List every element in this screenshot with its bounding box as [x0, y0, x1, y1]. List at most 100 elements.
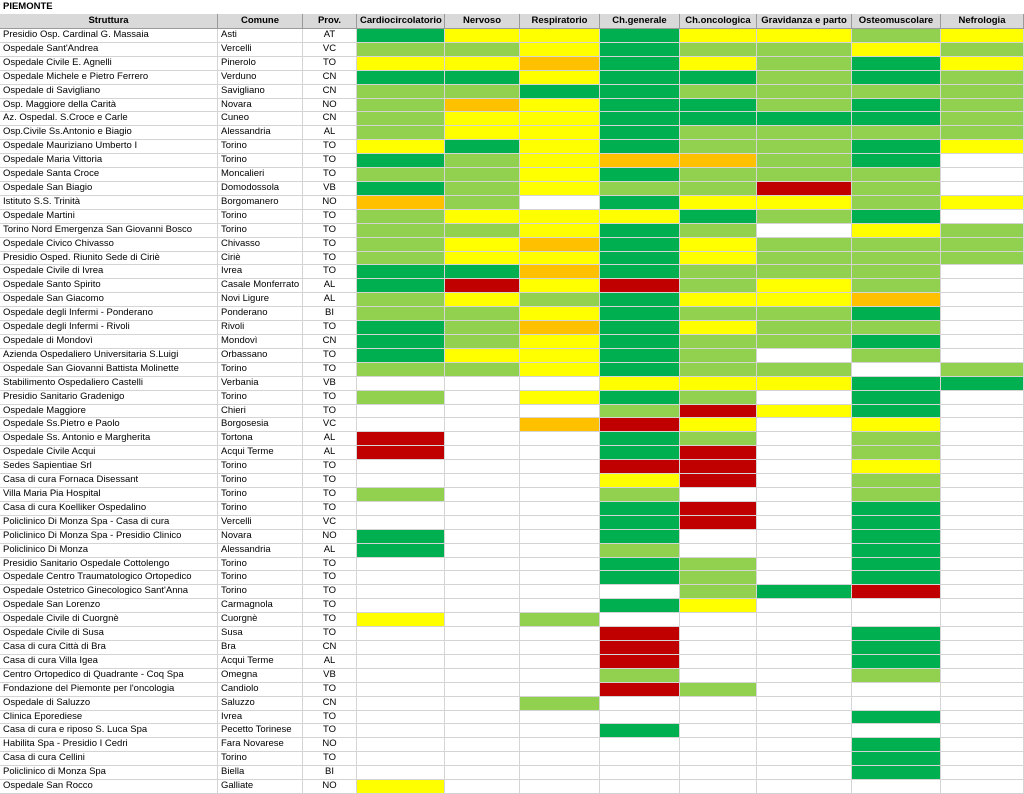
rating-cell	[357, 348, 445, 363]
rating-cell	[600, 182, 680, 196]
rating-cell	[600, 335, 680, 349]
rating-cell	[600, 307, 680, 322]
rating-cell	[520, 474, 600, 488]
rating-cell	[357, 293, 445, 308]
rating-cell	[941, 376, 1024, 391]
rating-cell	[600, 251, 680, 266]
rating-cell	[852, 404, 941, 419]
province: TO	[303, 488, 357, 502]
rating-cell	[941, 446, 1024, 461]
rating-cell	[357, 710, 445, 725]
province: AL	[303, 446, 357, 461]
rating-cell	[600, 348, 680, 363]
structure-name: Ospedale Civico Chivasso	[0, 237, 218, 252]
column-header: Prov.	[303, 14, 357, 29]
rating-cell	[941, 627, 1024, 641]
structure-name: Ospedale degli Infermi - Ponderano	[0, 307, 218, 322]
rating-cell	[357, 154, 445, 169]
rating-cell	[757, 571, 852, 586]
rating-cell	[600, 557, 680, 572]
rating-cell	[680, 474, 757, 488]
rating-cell	[357, 418, 445, 433]
rating-cell	[680, 293, 757, 308]
rating-cell	[520, 209, 600, 224]
rating-cell	[680, 738, 757, 753]
rating-cell	[941, 237, 1024, 252]
rating-cell	[357, 738, 445, 753]
structure-name: Villa Maria Pia Hospital	[0, 488, 218, 502]
rating-cell	[357, 390, 445, 405]
rating-cell	[520, 488, 600, 502]
province: TO	[303, 362, 357, 377]
municipality: Pecetto Torinese	[218, 724, 303, 739]
structure-name: Centro Ortopedico di Quadrante - Coq Spa	[0, 668, 218, 683]
rating-cell	[357, 376, 445, 391]
rating-cell	[520, 362, 600, 377]
structure-name: Ospedale Civile di Ivrea	[0, 265, 218, 280]
municipality: Torino	[218, 140, 303, 155]
column-header: Nefrologia	[941, 14, 1024, 29]
structure-name: Ospedale Ss. Antonio e Margherita	[0, 432, 218, 447]
rating-cell	[520, 168, 600, 182]
province: NO	[303, 780, 357, 794]
rating-cell	[852, 557, 941, 572]
rating-cell	[941, 404, 1024, 419]
rating-cell	[941, 335, 1024, 349]
rating-cell	[757, 293, 852, 308]
rating-cell	[680, 223, 757, 238]
rating-cell	[941, 515, 1024, 530]
province: VB	[303, 182, 357, 196]
rating-cell	[941, 738, 1024, 753]
province: TO	[303, 599, 357, 614]
province: AL	[303, 279, 357, 294]
rating-cell	[520, 613, 600, 628]
rating-cell	[680, 696, 757, 711]
rating-cell	[852, 307, 941, 322]
rating-cell	[357, 571, 445, 586]
rating-cell	[941, 432, 1024, 447]
structure-name: Ospedale Santo Spirito	[0, 279, 218, 294]
column-header: Gravidanza e parto	[757, 14, 852, 29]
rating-cell	[680, 126, 757, 141]
rating-cell	[852, 112, 941, 127]
rating-cell	[445, 738, 520, 753]
rating-cell	[357, 70, 445, 85]
rating-cell	[600, 154, 680, 169]
rating-cell	[941, 613, 1024, 628]
province: AL	[303, 543, 357, 558]
rating-cell	[852, 195, 941, 210]
rating-cell	[600, 390, 680, 405]
rating-cell	[600, 515, 680, 530]
municipality: Chieri	[218, 404, 303, 419]
rating-cell	[357, 613, 445, 628]
rating-cell	[520, 335, 600, 349]
rating-cell	[852, 446, 941, 461]
rating-cell	[680, 571, 757, 586]
province: TO	[303, 627, 357, 641]
rating-cell	[757, 362, 852, 377]
rating-cell	[680, 112, 757, 127]
rating-cell	[520, 265, 600, 280]
rating-cell	[520, 182, 600, 196]
rating-cell	[680, 557, 757, 572]
rating-cell	[600, 724, 680, 739]
rating-cell	[680, 641, 757, 655]
municipality: Torino	[218, 362, 303, 377]
structure-name: Ospedale San Giacomo	[0, 293, 218, 308]
rating-cell	[600, 641, 680, 655]
rating-cell	[520, 29, 600, 43]
rating-cell	[600, 766, 680, 781]
structure-name: Ospedale Centro Traumatologico Ortopedic…	[0, 571, 218, 586]
rating-cell	[357, 474, 445, 488]
rating-cell	[445, 29, 520, 43]
province: TO	[303, 710, 357, 725]
province: TO	[303, 56, 357, 71]
rating-cell	[445, 585, 520, 600]
rating-cell	[357, 696, 445, 711]
rating-cell	[680, 390, 757, 405]
structure-name: Clinica Eporediese	[0, 710, 218, 725]
rating-cell	[445, 42, 520, 57]
municipality: Domodossola	[218, 182, 303, 196]
province: TO	[303, 265, 357, 280]
rating-cell	[445, 571, 520, 586]
